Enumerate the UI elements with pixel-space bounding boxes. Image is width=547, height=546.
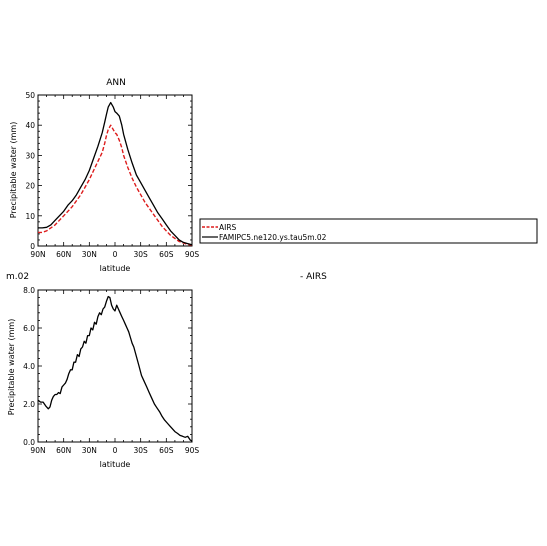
- x-tick-label: 30S: [134, 446, 149, 455]
- x-tick-label: 30S: [134, 250, 149, 259]
- x-tick-label: 0: [113, 250, 118, 259]
- chart-top-y-ticks: 0 10 20 30 40 50: [25, 91, 192, 251]
- y-tick-label: 4.0: [23, 362, 35, 371]
- x-tick-label: 90N: [30, 250, 45, 259]
- chart-bottom-title: m.02: [6, 272, 29, 282]
- x-tick-label: 90S: [185, 446, 200, 455]
- y-tick-label: 50: [25, 91, 35, 100]
- y-tick-label: 8.0: [23, 286, 35, 295]
- chart-top: ANN 0 10 20 30 40 50 90N 60N 30N 0 30S 60S 90S Prec…: [9, 78, 199, 273]
- series-line-diff: [37, 295, 193, 442]
- legend-label-airs: AIRS: [219, 223, 237, 232]
- y-tick-label: 10: [25, 212, 35, 221]
- chart-bottom-x-ticks: 90N 60N 30N 0 30S 60S 90S: [30, 290, 199, 455]
- x-tick-label: 60S: [159, 446, 174, 455]
- chart-bottom-ylabel: Precipitable water (mm): [7, 319, 16, 416]
- x-tick-label: 90S: [185, 250, 200, 259]
- x-tick-label: 0: [113, 446, 118, 455]
- x-tick-label: 60N: [56, 250, 71, 259]
- y-tick-label: 20: [25, 182, 35, 191]
- y-tick-label: 30: [25, 151, 35, 160]
- chart-top-xlabel: latitude: [100, 264, 131, 273]
- chart-top-legend: AIRS FAMIPC5.ne120.ys.tau5m.02: [199, 218, 538, 244]
- legend-box: [199, 218, 538, 244]
- chart-bottom-series: [37, 295, 193, 442]
- series-line-famipc5-ne120-ys-tau5m-02: [38, 101, 193, 246]
- y-tick-label: 40: [25, 121, 35, 130]
- chart-top-title: ANN: [106, 78, 126, 88]
- chart-bottom-xlabel: latitude: [100, 460, 131, 469]
- y-tick-label: 0: [30, 242, 35, 251]
- chart-bottom-frame: [37, 289, 193, 443]
- y-tick-label: 0.0: [23, 438, 35, 447]
- chart-top-x-ticks: 90N 60N 30N 0 30S 60S 90S: [30, 95, 199, 259]
- chart-top-ylabel: Precipitable water (mm): [9, 122, 18, 219]
- series-line-airs: [38, 124, 193, 246]
- x-tick-label: 60S: [159, 250, 174, 259]
- chart-top-series: [38, 101, 193, 246]
- x-tick-label: 90N: [30, 446, 45, 455]
- chart-bottom-right-title: - AIRS: [300, 272, 327, 282]
- x-tick-label: 60N: [56, 446, 71, 455]
- x-tick-label: 30N: [82, 250, 97, 259]
- chart-bottom: m.02 - AIRS 0.0 2.0 4.0 6.0 8.0 90N 60N 30N 0 30…: [6, 272, 327, 469]
- y-tick-label: 6.0: [23, 324, 35, 333]
- legend-label-model: FAMIPC5.ne120.ys.tau5m.02: [219, 233, 327, 242]
- x-tick-label: 30N: [82, 446, 97, 455]
- y-tick-label: 2.0: [23, 400, 35, 409]
- chart-top-frame: [37, 94, 193, 247]
- chart-bottom-y-ticks: 0.0 2.0 4.0 6.0 8.0: [23, 286, 192, 447]
